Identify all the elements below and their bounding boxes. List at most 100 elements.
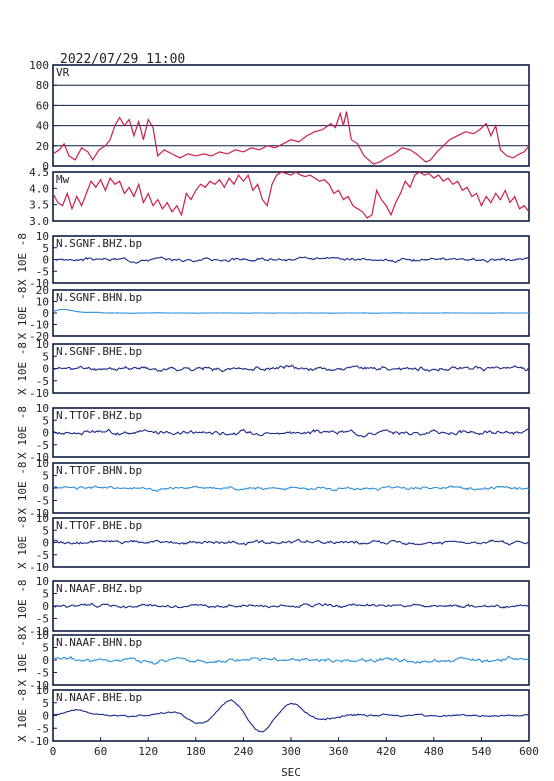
trace-naaf-bhe [52, 699, 530, 733]
x-tick-label: 540 [471, 745, 491, 758]
panel-label: Mw [56, 173, 70, 186]
panel-label: N.NAAF.BHE.bp [56, 691, 142, 704]
panel-label: N.SGNF.BHN.bp [56, 291, 142, 304]
trace-naaf-bhn [52, 655, 530, 665]
y-tick-label: -10 [29, 451, 49, 464]
y-tick-label: 5 [42, 697, 49, 710]
panel-label: N.NAAF.BHZ.bp [56, 582, 142, 595]
y-tick-label: 0 [42, 537, 49, 550]
x-tick-label: 360 [329, 745, 349, 758]
trace-sgnf-bhn [52, 308, 530, 314]
y-tick-label: -5 [36, 495, 49, 508]
x-tick-label: 0 [50, 745, 57, 758]
y-tick-label: -5 [36, 549, 49, 562]
x-tick-label: 480 [424, 745, 444, 758]
y-tick-label: 10 [36, 338, 49, 351]
x-tick-label: 300 [281, 745, 301, 758]
y-tick-label: -10 [29, 735, 49, 748]
y-axis-label: X 10E -8 [16, 634, 29, 687]
y-tick-label: 5 [42, 470, 49, 483]
y-tick-label: 5 [42, 350, 49, 363]
y-tick-label: 10 [36, 575, 49, 588]
y-tick-label: 5 [42, 242, 49, 255]
y-tick-label: 0 [42, 363, 49, 376]
y-tick-label: -5 [36, 722, 49, 735]
panel-label: N.TTOF.BHE.bp [56, 519, 142, 532]
y-tick-label: 0 [42, 160, 49, 173]
y-tick-label: 5 [42, 414, 49, 427]
trace-ttof-bhn [52, 485, 530, 493]
y-tick-label: 3.5 [29, 199, 49, 212]
y-tick-label: 5 [42, 588, 49, 601]
y-tick-label: 10 [36, 512, 49, 525]
trace-ttof-bhz [52, 428, 530, 438]
trace-ttof-bhe [52, 538, 530, 546]
y-tick-label: -10 [29, 679, 49, 692]
panel-label: N.SGNF.BHE.bp [56, 345, 142, 358]
trace-sgnf-bhe [52, 364, 530, 373]
y-tick-label: 3.0 [29, 215, 49, 228]
y-tick-label: 10 [36, 684, 49, 697]
y-tick-label: 0 [42, 600, 49, 613]
trace-sgnf-bhz [52, 256, 530, 264]
panel-label: N.NAAF.BHN.bp [56, 636, 142, 649]
y-tick-label: 40 [36, 120, 49, 133]
y-tick-label: 20 [36, 140, 49, 153]
x-tick-label: 600 [519, 745, 539, 758]
y-tick-label: -20 [29, 330, 49, 343]
trace-mw [52, 171, 530, 219]
y-axis-label: X 10E -8 [16, 287, 29, 340]
y-tick-label: 10 [36, 296, 49, 309]
panel-label: N.TTOF.BHN.bp [56, 464, 142, 477]
y-tick-label: 5 [42, 524, 49, 537]
y-axis-label: X 10E -8 [16, 462, 29, 515]
y-tick-label: -5 [36, 375, 49, 388]
y-tick-label: 5 [42, 642, 49, 655]
x-axis-label: SEC [281, 766, 301, 779]
y-axis-label: X 10E -8 [16, 342, 29, 395]
y-tick-label: -10 [29, 277, 49, 290]
y-tick-label: 10 [36, 457, 49, 470]
y-tick-label: 0 [42, 482, 49, 495]
figure-timestamp: 2022/07/29 11:00 [60, 52, 185, 67]
y-tick-label: -10 [29, 387, 49, 400]
panel-label: N.TTOF.BHZ.bp [56, 409, 142, 422]
y-tick-label: 4.5 [29, 166, 49, 179]
y-tick-label: -10 [29, 561, 49, 574]
y-tick-label: -10 [29, 319, 49, 332]
x-tick-label: 120 [138, 745, 158, 758]
y-axis-label: X 10E -8 [16, 406, 29, 459]
x-tick-label: 180 [186, 745, 206, 758]
panel-mw: 4.5 4.0 3.5 3.0 Mw [29, 166, 530, 228]
y-tick-label: -5 [36, 613, 49, 626]
y-axis-label: X 10E -8 [16, 580, 29, 633]
y-tick-label: 80 [36, 79, 49, 92]
y-tick-label: 0 [42, 254, 49, 267]
y-tick-label: 60 [36, 99, 49, 112]
y-tick-label: -5 [36, 265, 49, 278]
y-tick-label: -10 [29, 507, 49, 520]
y-tick-label: 0 [42, 427, 49, 440]
panels-group: 100806040200VR4.54.03.53.0Mw1050-5-10N.S… [16, 59, 530, 748]
y-tick-label: 10 [36, 230, 49, 243]
trace-naaf-bhz [52, 602, 530, 609]
y-tick-label: 0 [42, 654, 49, 667]
y-tick-label: -5 [36, 667, 49, 680]
x-tick-label: 60 [94, 745, 107, 758]
y-tick-label: 4.0 [29, 182, 49, 195]
y-tick-label: 20 [36, 284, 49, 297]
y-axis-label: X 10E -8 [16, 689, 29, 742]
panel-label: VR [56, 66, 70, 79]
y-tick-label: 100 [29, 59, 49, 72]
y-axis-label: X 10E -8 [16, 233, 29, 286]
y-tick-label: 0 [42, 710, 49, 723]
